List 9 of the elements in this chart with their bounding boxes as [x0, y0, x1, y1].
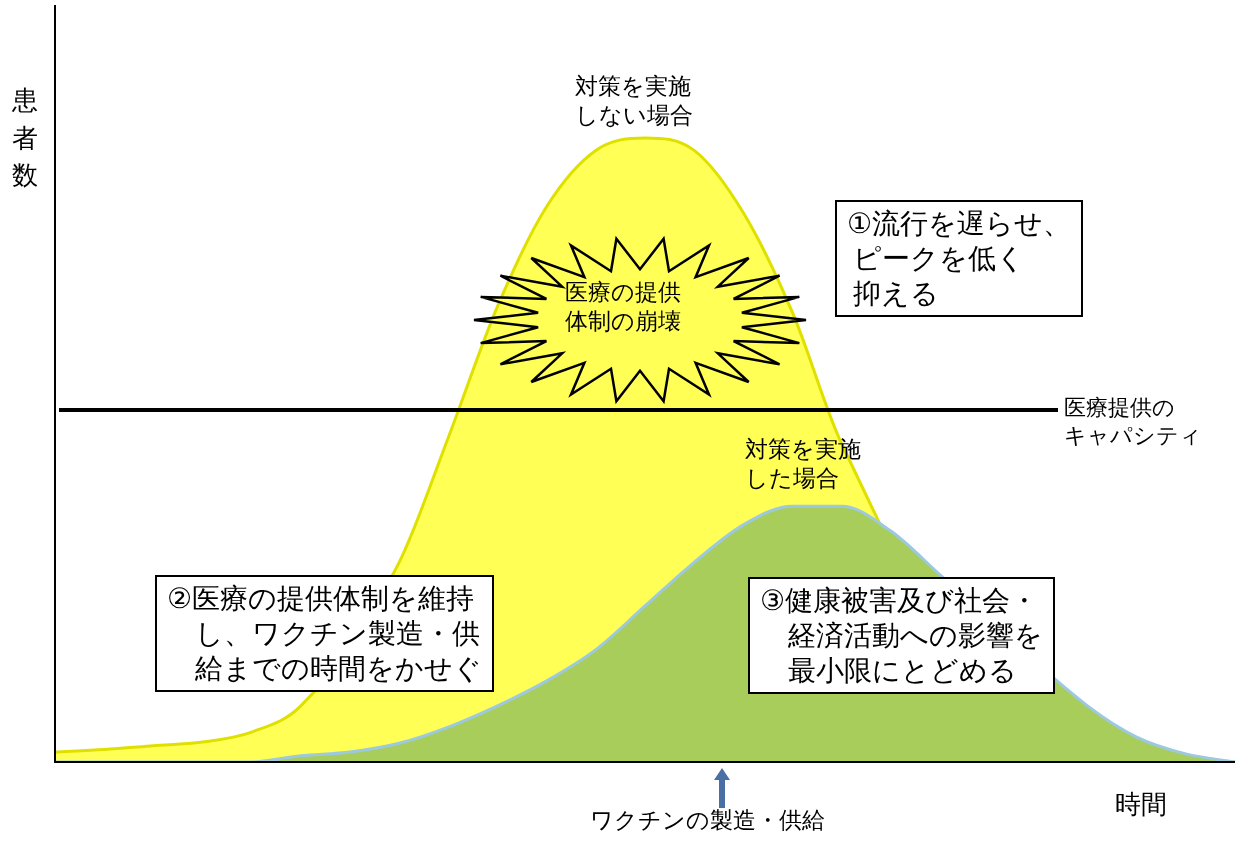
text: 対策を実施しない場合	[575, 72, 693, 130]
annotation: ③健康被害及び社会・経済活動への影響を最小限にとどめる	[760, 583, 1043, 688]
text: ワクチンの製造・供給	[590, 806, 825, 835]
ref-line-label: 医療提供のキャパシティ	[1063, 394, 1202, 450]
annotation: 医療の提供体制の崩壊	[565, 278, 681, 336]
y-axis-title: 患者数	[12, 84, 39, 193]
x-axis-title: 時間	[1115, 788, 1167, 821]
annotation: ①流行を遅らせ、ピークを低く抑える	[847, 206, 1072, 311]
annotation: ②医療の提供体制を維持し、ワクチン製造・供給までの時間をかせぐ	[167, 581, 482, 686]
